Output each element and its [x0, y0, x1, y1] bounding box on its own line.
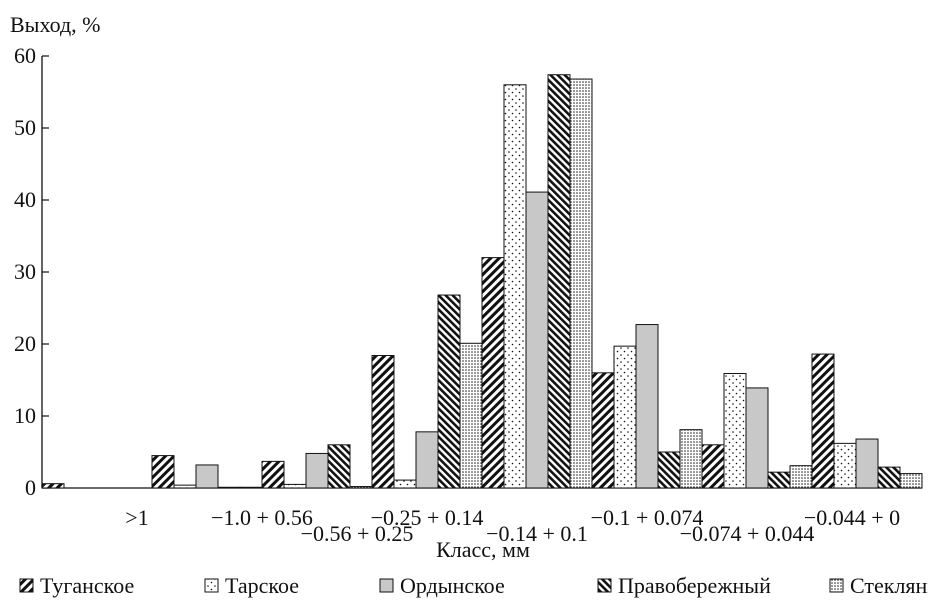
legend-item: Стеклянка: [829, 573, 928, 598]
x-axis-label: Класс, мм: [436, 537, 530, 562]
bar: [305, 452, 329, 489]
bar: [393, 479, 417, 489]
y-tick-label: 20: [14, 331, 36, 356]
y-tick-label: 30: [14, 259, 36, 284]
legend-item: Правобережный: [597, 573, 771, 598]
bar: [217, 486, 241, 489]
bar: [239, 486, 263, 489]
category-label: −0.14 + 0.1: [486, 521, 588, 546]
bar: [547, 74, 571, 489]
y-axis-label: Выход, %: [10, 12, 101, 37]
bar: [525, 191, 549, 489]
bar: [767, 471, 791, 489]
y-tick-label: 50: [14, 115, 36, 140]
bar: [745, 387, 769, 489]
bar: [613, 345, 637, 489]
bar: [855, 438, 879, 489]
bar: [701, 444, 725, 489]
legend-item: Туганское: [19, 573, 134, 598]
bar: [261, 460, 285, 489]
bar: [195, 464, 219, 489]
bar: [173, 484, 197, 489]
bar: [833, 442, 857, 489]
bar: [679, 429, 703, 489]
bar: [151, 455, 175, 489]
y-tick-label: 10: [14, 403, 36, 428]
y-tick-label: 0: [25, 475, 36, 500]
bar: [723, 373, 747, 489]
bar: [877, 466, 901, 489]
bar: [459, 342, 483, 489]
y-tick-label: 40: [14, 187, 36, 212]
category-label: >1: [125, 505, 148, 530]
bar: [789, 465, 813, 489]
bar: [371, 355, 395, 489]
legend-label: Стеклянка: [850, 573, 928, 598]
legend-swatch: [597, 578, 612, 593]
legend-swatch: [204, 578, 219, 593]
category-label: −0.1 + 0.074: [591, 505, 704, 530]
legend: Туганское Тарское Ордынское Правобережный Ст…: [19, 573, 928, 598]
legend-label: Правобережный: [618, 573, 771, 598]
bars: [41, 74, 923, 489]
category-label: −0.56 + 0.25: [301, 521, 414, 546]
bar: [635, 324, 659, 489]
legend-label: Туганское: [40, 573, 134, 598]
bar: [327, 444, 351, 489]
bar: [503, 84, 527, 489]
category-labels: >1 −1.0 + 0.56−0.56 + 0.25−0.25 + 0.14−0.…: [125, 505, 900, 546]
bar: [349, 486, 373, 489]
bar: [481, 257, 505, 489]
legend-swatch: [19, 578, 34, 593]
legend-item: Ордынское: [379, 573, 505, 598]
category-label: −0.25 + 0.14: [371, 505, 484, 530]
category-label: −1.0 + 0.56: [211, 505, 313, 530]
bar: [437, 294, 461, 489]
y-tick-label: 60: [14, 43, 36, 68]
legend-swatch: [379, 578, 394, 593]
bar: [41, 483, 65, 489]
legend-swatch: [829, 578, 844, 593]
bar: [283, 483, 307, 489]
bar: [657, 451, 681, 489]
category-label: −0.074 + 0.044: [680, 521, 815, 546]
bar: [569, 78, 593, 489]
bar: [591, 372, 615, 489]
legend-label: Тарское: [225, 573, 299, 598]
category-label: −0.044 + 0: [804, 505, 900, 530]
legend-label: Ордынское: [400, 573, 505, 598]
bar: [415, 431, 439, 489]
bar: [899, 473, 923, 489]
legend-item: Тарское: [204, 573, 299, 598]
bar: [811, 353, 835, 489]
